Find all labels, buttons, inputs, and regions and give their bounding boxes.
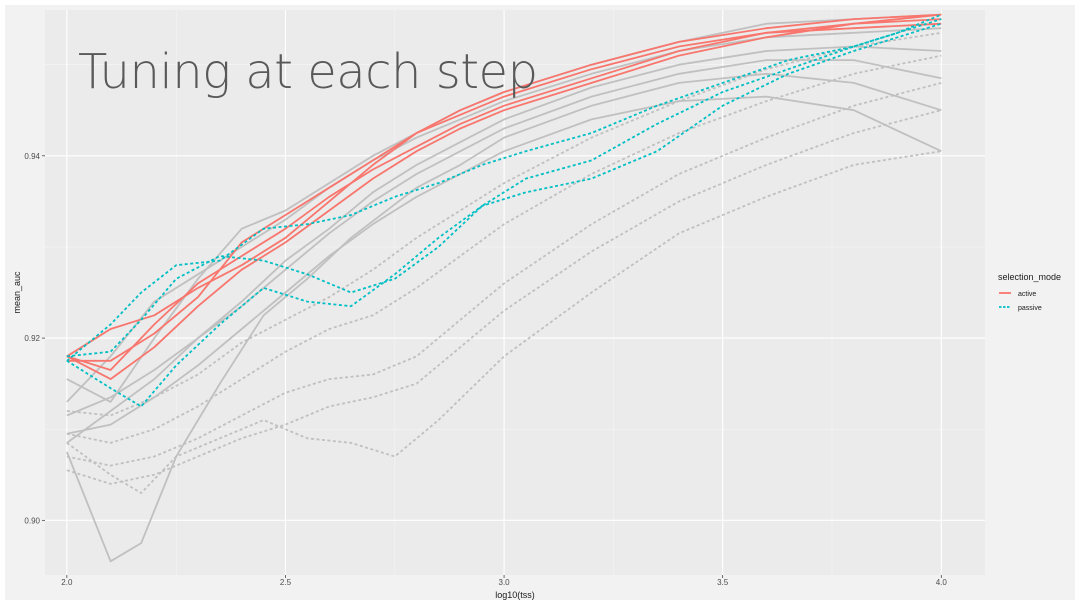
y-axis: 0.90 0.92 0.94: [24, 152, 45, 525]
series-line-passive: [66, 18, 942, 358]
highlighted-series: [66, 13, 942, 408]
y-axis-title: mean_auc: [12, 271, 22, 314]
x-tick-label: 2.0: [61, 578, 73, 587]
legend: selection_mode active passive: [998, 272, 1061, 313]
legend-title: selection_mode: [998, 272, 1061, 282]
x-tick-label: 4.0: [936, 578, 948, 587]
series-line-background-active: [66, 13, 942, 403]
slide-title: Tuning at each step: [78, 44, 538, 100]
grid-minor: [45, 10, 985, 575]
series-line-background-passive: [66, 54, 942, 444]
x-tick-label: 3.0: [499, 578, 511, 587]
y-tick-label: 0.94: [24, 152, 40, 161]
legend-label-passive: passive: [1018, 305, 1042, 312]
series-line-background-active: [66, 95, 942, 435]
series-line-background-active: [66, 72, 942, 563]
legend-label-active: active: [1018, 291, 1036, 298]
series-line-passive: [66, 13, 942, 362]
series-line-background-passive: [66, 82, 942, 467]
x-axis-title: log10(tss): [495, 590, 535, 600]
x-axis: 2.0 2.5 3.0 3.5 4.0: [61, 575, 947, 587]
background-series: [66, 13, 942, 563]
series-line-active: [66, 18, 942, 371]
series-line-active: [66, 13, 942, 362]
x-tick-label: 3.5: [717, 578, 729, 587]
series-line-background-active: [66, 59, 942, 417]
series-line-background-passive: [66, 31, 942, 417]
series-line-background-passive: [66, 150, 942, 494]
x-tick-label: 2.5: [280, 578, 292, 587]
series-line-background-active: [66, 45, 942, 444]
y-tick-label: 0.90: [24, 516, 40, 525]
series-line-passive: [66, 22, 942, 408]
y-tick-label: 0.92: [24, 334, 40, 343]
series-line-active: [66, 13, 942, 380]
series-line-active: [66, 22, 942, 358]
